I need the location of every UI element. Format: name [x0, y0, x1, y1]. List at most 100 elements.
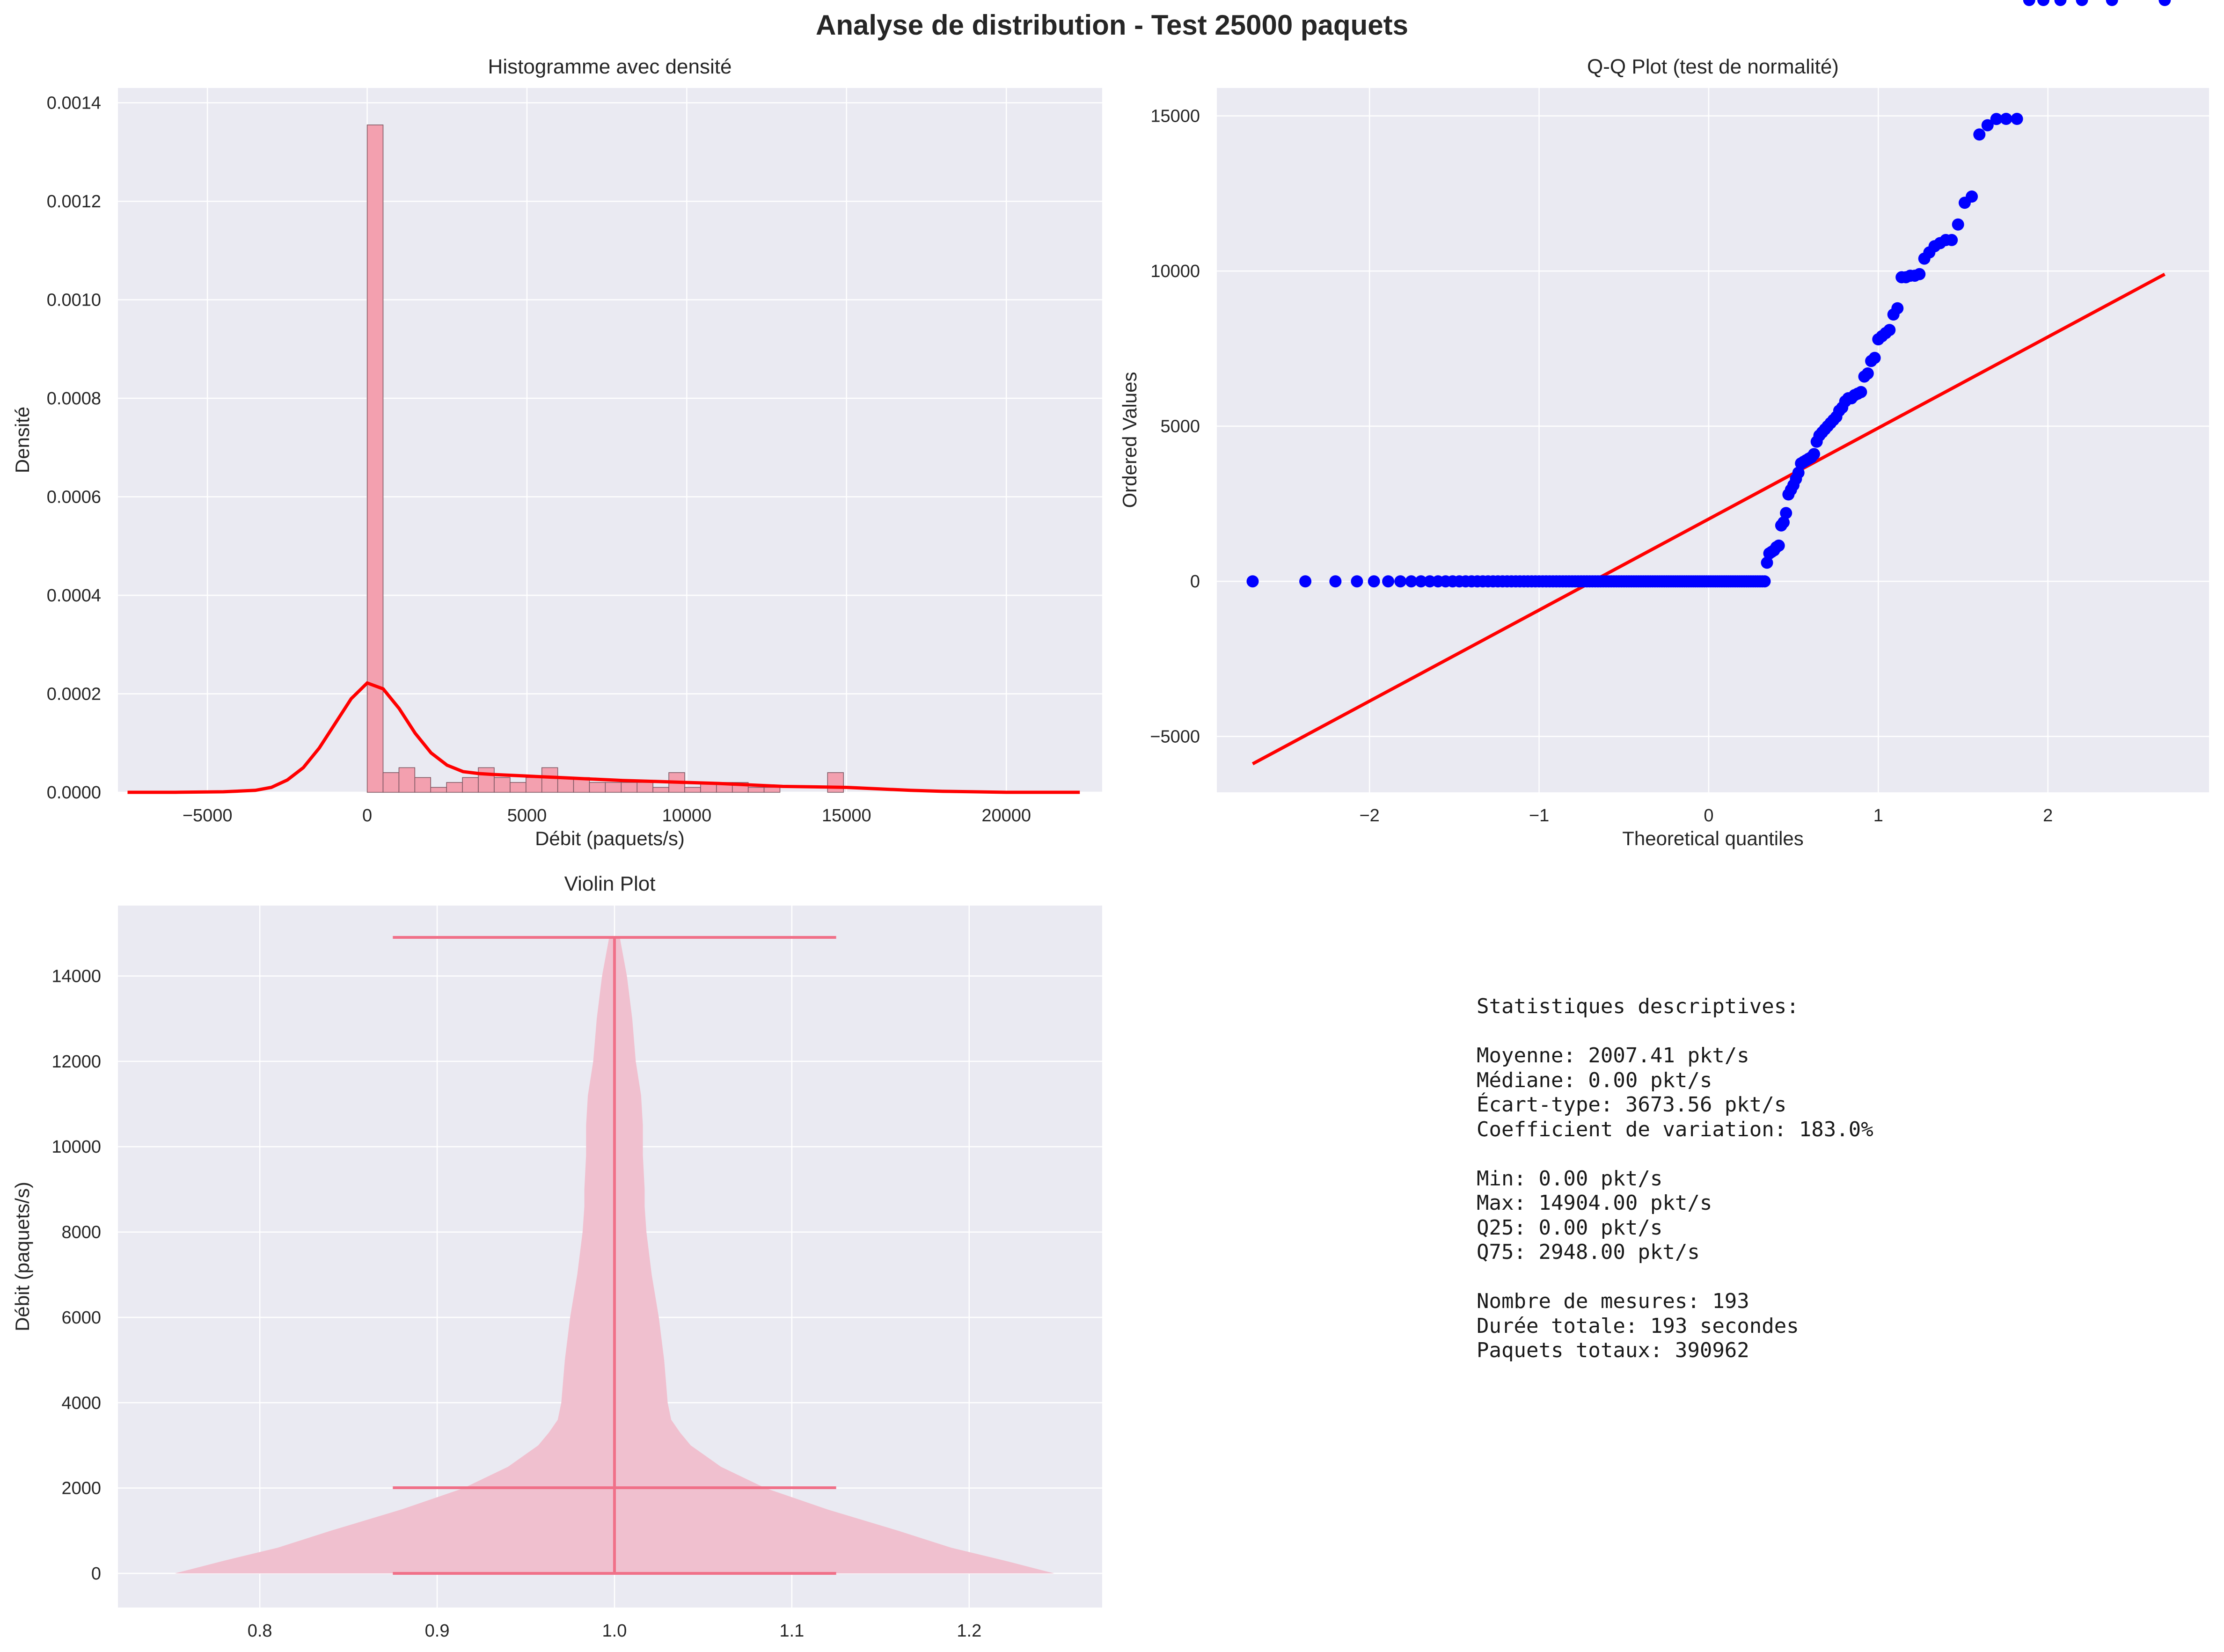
violin-y-tick-label: 12000 [51, 1052, 101, 1072]
violin-panel: 0.8 0.9 1.0 1.1 1.2 0 2000 4000 6000 8000 10000 12… [11, 872, 1102, 1641]
stats-total-packets: Paquets totaux: 390962 [1477, 1338, 1749, 1362]
stats-min: Min: 0.00 pkt/s [1477, 1166, 1663, 1191]
hist-xlabel: Débit (paquets/s) [535, 827, 685, 849]
qq-y-tick-label: 0 [1190, 572, 1200, 592]
hist-x-tick-label: 10000 [662, 806, 712, 826]
stats-heading: Statistiques descriptives: [1477, 994, 1799, 1018]
qq-point [1382, 575, 1395, 588]
stats-stddev: Écart-type: 3673.56 pkt/s [1477, 1093, 1787, 1117]
qq-point [1394, 575, 1407, 588]
stats-line [1477, 1142, 2085, 1167]
qq-point [1758, 575, 1771, 588]
qq-point [1952, 218, 1964, 231]
hist-bar [605, 782, 622, 793]
hist-bar [652, 787, 669, 793]
violin-ylabel: Débit (paquets/s) [11, 1182, 33, 1331]
hist-y-tick-label: 0.0004 [47, 586, 101, 606]
stats-text-panel: Statistiques descriptives: Moyenne: 2007… [1477, 994, 2085, 1363]
hist-axes-background [118, 88, 1102, 792]
hist-bar [827, 772, 844, 793]
violin-y-tick-label: 0 [91, 1564, 101, 1584]
stats-mean: Moyenne: 2007.41 pkt/s [1477, 1044, 1749, 1067]
qq-x-tick-labels: −2 −1 0 1 2 [1359, 806, 2053, 826]
violin-y-tick-label: 4000 [61, 1393, 101, 1413]
qq-ylabel: Ordered Values [1119, 372, 1141, 508]
stats-q75: Q75: 2948.00 pkt/s [1477, 1240, 1700, 1264]
hist-bar [541, 767, 558, 793]
violin-x-tick-labels: 0.8 0.9 1.0 1.1 1.2 [248, 1621, 982, 1641]
hist-bar [430, 787, 447, 793]
violin-y-tick-label: 10000 [51, 1137, 101, 1157]
violin-y-tick-label: 14000 [51, 966, 101, 986]
qq-point [1792, 467, 1805, 479]
qq-grid [1217, 88, 2209, 792]
qq-y-tick-label: 15000 [1150, 107, 1200, 126]
hist-bar [621, 782, 637, 793]
violin-x-tick-label: 1.0 [602, 1621, 627, 1641]
hist-y-tick-label: 0.0012 [47, 192, 101, 212]
qq-point [2106, 0, 2118, 6]
hist-y-tick-label: 0.0000 [47, 783, 101, 803]
qq-point [1246, 575, 1259, 588]
hist-bar [510, 782, 527, 793]
qq-point [2023, 0, 2035, 6]
qq-point [1780, 507, 1792, 519]
violin-y-tick-label: 2000 [61, 1479, 101, 1498]
hist-y-tick-label: 0.0006 [47, 488, 101, 507]
hist-y-tick-label: 0.0014 [47, 94, 101, 113]
qq-point [1990, 113, 2003, 125]
qq-point [1329, 575, 1342, 588]
hist-x-tick-label: 5000 [507, 806, 547, 826]
qq-point [1761, 556, 1773, 569]
stats-duration: Durée totale: 193 secondes [1477, 1314, 1799, 1338]
qq-point [1868, 351, 1881, 364]
qq-point [2037, 0, 2050, 6]
hist-x-tick-label: −5000 [183, 806, 233, 826]
violin-x-tick-label: 1.2 [957, 1621, 981, 1641]
hist-bar [366, 124, 384, 793]
qq-point [1946, 234, 1958, 246]
hist-bar [763, 787, 781, 793]
violin-x-tick-label: 0.9 [425, 1621, 450, 1641]
hist-bar [414, 777, 432, 793]
stats-count: Nombre de mesures: 193 [1477, 1289, 1749, 1313]
qq-y-tick-label: 5000 [1160, 417, 1200, 437]
qq-point [1913, 268, 1926, 280]
stats-cv: Coefficient de variation: 183.0% [1477, 1117, 1873, 1141]
hist-bar [557, 777, 574, 793]
qq-point [1778, 516, 1790, 529]
hist-bar [494, 777, 511, 793]
hist-x-tick-label: 15000 [822, 806, 871, 826]
qq-point [2158, 0, 2171, 6]
hist-ylabel: Densité [11, 407, 33, 473]
qq-x-tick-label: 0 [1704, 806, 1713, 826]
qq-x-tick-label: −1 [1529, 806, 1549, 826]
qq-point [1891, 302, 1904, 314]
qq-point [1405, 575, 1418, 588]
qq-point [1855, 386, 1867, 398]
hist-bar [684, 787, 701, 793]
qq-point [2054, 0, 2067, 6]
stats-line [1477, 1019, 2085, 1044]
violin-y-tick-label: 6000 [61, 1308, 101, 1328]
violin-x-tick-label: 0.8 [248, 1621, 272, 1641]
stats-median: Médiane: 0.00 pkt/s [1477, 1068, 1712, 1092]
hist-bar [462, 777, 479, 793]
hist-x-tick-labels: −5000 0 5000 10000 15000 20000 [183, 806, 1031, 826]
stats-line [1477, 1265, 2085, 1290]
violin-y-tick-labels: 0 2000 4000 6000 8000 10000 12000 14000 [51, 966, 101, 1584]
qq-point [1368, 575, 1380, 588]
qq-title: Q-Q Plot (test de normalité) [1587, 55, 1839, 78]
violin-y-tick-label: 8000 [61, 1223, 101, 1243]
qq-point [1299, 575, 1312, 588]
qq-point [1808, 448, 1820, 461]
qq-points [1246, 0, 2171, 588]
qq-point [1981, 119, 1994, 132]
hist-bar [478, 767, 495, 793]
violin-title: Violin Plot [564, 872, 656, 895]
stats-max: Max: 14904.00 pkt/s [1477, 1191, 1712, 1215]
hist-bar [446, 782, 463, 793]
qq-x-tick-label: −2 [1359, 806, 1379, 826]
hist-kde-curve [127, 681, 1080, 794]
